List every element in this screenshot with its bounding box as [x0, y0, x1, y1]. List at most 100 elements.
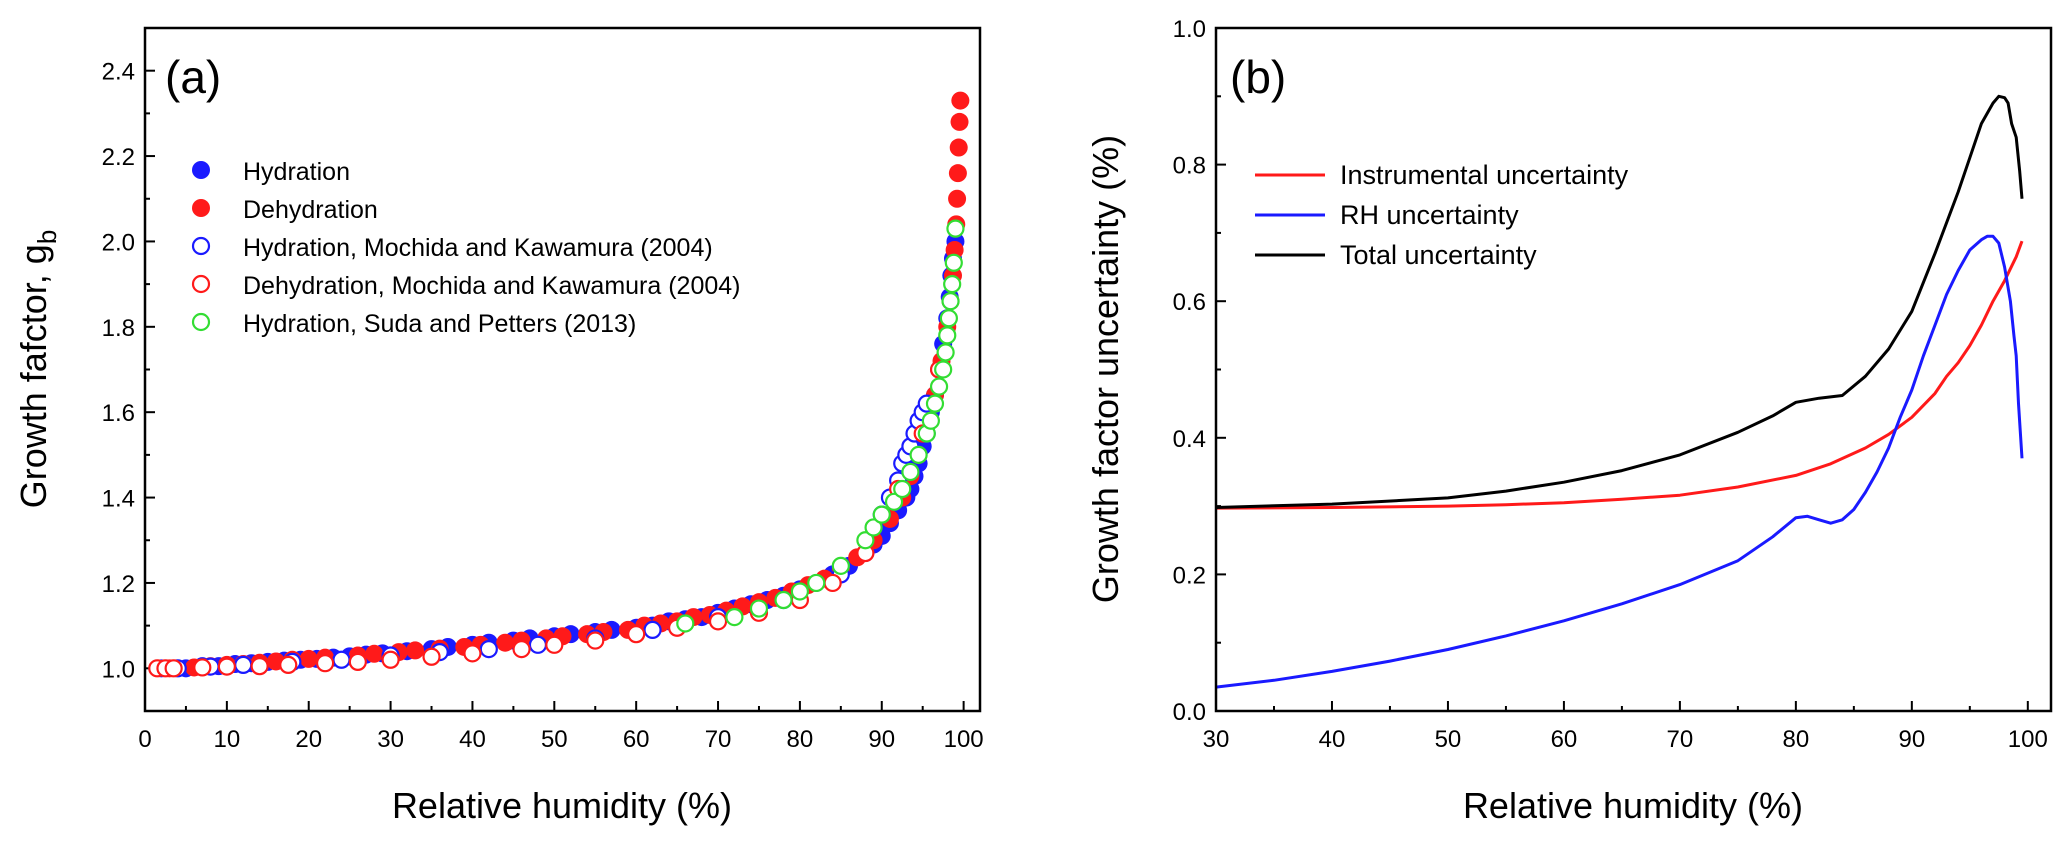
a-legend-marker-dehydration — [192, 199, 210, 217]
a-point-series-3 — [217, 657, 236, 676]
b-x-tick-label: 90 — [1898, 726, 1925, 753]
a-point-series-4 — [925, 394, 945, 413]
b-plot-frame — [1214, 26, 2053, 713]
a-x-tick-label: 40 — [459, 726, 486, 753]
b-data-lines — [1215, 94, 2024, 689]
b-x-tick-label: 70 — [1667, 726, 1694, 753]
a-point-series-4 — [725, 607, 744, 627]
a-point-series-2 — [528, 635, 548, 654]
a-point-series-1 — [365, 644, 384, 663]
b-x-tick-label: 100 — [2008, 726, 2048, 753]
b-line-series-0 — [1215, 240, 2024, 510]
a-point-series-3 — [348, 652, 367, 672]
a-point-series-4 — [790, 582, 810, 601]
a-x-tick-label: 30 — [377, 726, 404, 753]
b-legend-label-rh: RH uncertainty — [1340, 200, 1519, 230]
a-legend: Hydration Dehydration Hydration, Mochida… — [191, 158, 741, 338]
a-point-series-4 — [934, 360, 953, 379]
a-panel-label: (a) — [165, 51, 221, 103]
a-point-series-3 — [381, 650, 400, 669]
a-y-axis-title: Growth fafctor, gb — [13, 230, 62, 509]
a-legend-marker-dehydration-mochida — [191, 274, 211, 294]
a-point-series-2 — [234, 655, 253, 674]
a-legend-marker-hydration-mochida — [191, 236, 211, 256]
a-point-series-4 — [944, 253, 963, 272]
a-point-series-3 — [164, 659, 183, 678]
a-point-series-3 — [250, 657, 269, 676]
a-x-tick-label: 10 — [214, 726, 241, 753]
a-point-series-4 — [676, 614, 695, 633]
a-point-series-3 — [422, 647, 441, 666]
a-point-series-1 — [949, 138, 968, 157]
b-x-axis-title: Relative humidity (%) — [1463, 785, 1803, 826]
a-x-tick-label: 0 — [138, 726, 151, 753]
a-point-series-3 — [512, 640, 531, 659]
a-y-tick-label: 1.0 — [102, 656, 135, 683]
a-y-tick-label: 2.0 — [102, 229, 135, 256]
a-point-series-3 — [586, 631, 605, 650]
b-x-tick-label: 40 — [1319, 726, 1346, 753]
a-legend-label-dehydration: Dehydration — [243, 196, 378, 224]
b-x-tick-label: 30 — [1203, 726, 1230, 753]
b-x-tick-label: 80 — [1783, 726, 1810, 753]
a-legend-label-hydration-mochida: Hydration, Mochida and Kawamura (2004) — [243, 234, 713, 262]
a-legend-label-hydration-suda: Hydration, Suda and Petters (2013) — [243, 310, 636, 338]
a-x-tick-label: 70 — [705, 726, 732, 753]
b-axis-ticks: 30 40 50 60 70 80 90 100 0.0 0.2 0.4 0.6 0.8 1.0 — [1173, 16, 2048, 753]
a-legend-marker-hydration-suda — [191, 312, 211, 332]
a-point-series-2 — [332, 650, 351, 669]
a-x-tick-label: 50 — [541, 726, 568, 753]
a-point-series-4 — [774, 590, 793, 610]
a-point-series-4 — [872, 505, 891, 524]
a-point-series-4 — [831, 556, 850, 575]
a-y-axis-title-main: Growth fafctor, g — [13, 244, 54, 508]
a-point-series-4 — [946, 219, 965, 238]
a-point-series-4 — [941, 292, 960, 311]
a-point-series-1 — [951, 91, 970, 110]
b-line-series-2 — [1215, 94, 2024, 509]
a-point-series-1 — [950, 112, 969, 131]
a-point-series-1 — [406, 641, 425, 660]
b-y-tick-label: 0.0 — [1173, 699, 1206, 726]
a-legend-label-dehydration-mochida: Dehydration, Mochida and Kawamura (2004) — [243, 272, 741, 300]
b-y-tick-label: 1.0 — [1173, 16, 1206, 43]
a-point-series-4 — [864, 518, 883, 537]
a-point-series-3 — [823, 573, 842, 593]
a-y-tick-label: 1.4 — [102, 486, 135, 513]
a-legend-marker-hydration — [192, 161, 210, 179]
a-point-series-2 — [643, 620, 662, 639]
a-point-series-4 — [807, 573, 826, 593]
panel-a: 0 10 20 30 40 50 60 70 80 90 100 1.0 1.2 1.4 1.6 1.8 2.0… — [13, 26, 984, 826]
a-legend-label-hydration: Hydration — [243, 158, 350, 186]
b-y-tick-label: 0.8 — [1173, 153, 1206, 180]
a-point-series-3 — [545, 635, 564, 654]
b-panel-label: (b) — [1230, 51, 1286, 103]
a-x-tick-label: 60 — [623, 726, 650, 753]
a-x-tick-label: 100 — [944, 726, 984, 753]
a-point-series-4 — [909, 445, 928, 464]
a-point-series-1 — [496, 633, 515, 652]
a-y-tick-label: 1.2 — [102, 571, 135, 598]
a-point-series-3 — [463, 644, 482, 663]
a-x-tick-label: 80 — [787, 726, 814, 753]
a-point-series-4 — [938, 326, 957, 345]
a-y-axis-title-subscript: b — [32, 230, 62, 244]
b-y-tick-label: 0.6 — [1173, 289, 1206, 316]
a-data-points — [148, 91, 970, 678]
a-point-series-3 — [627, 625, 646, 644]
a-point-series-3 — [708, 612, 728, 631]
b-legend-label-total: Total uncertainty — [1340, 240, 1537, 270]
a-plot-frame — [143, 26, 982, 713]
a-y-tick-label: 1.8 — [102, 315, 135, 342]
a-point-series-4 — [929, 377, 949, 396]
b-line-series-1 — [1215, 234, 2024, 689]
a-x-tick-label: 20 — [295, 726, 322, 753]
a-point-series-1 — [299, 649, 318, 668]
b-x-tick-label: 60 — [1551, 726, 1578, 753]
a-y-tick-label: 2.2 — [102, 144, 135, 171]
a-point-series-4 — [856, 531, 875, 550]
a-axis-ticks: 0 10 20 30 40 50 60 70 80 90 100 1.0 1.2 1.4 1.6 1.8 2.0… — [102, 59, 984, 753]
a-point-series-3 — [193, 658, 212, 677]
